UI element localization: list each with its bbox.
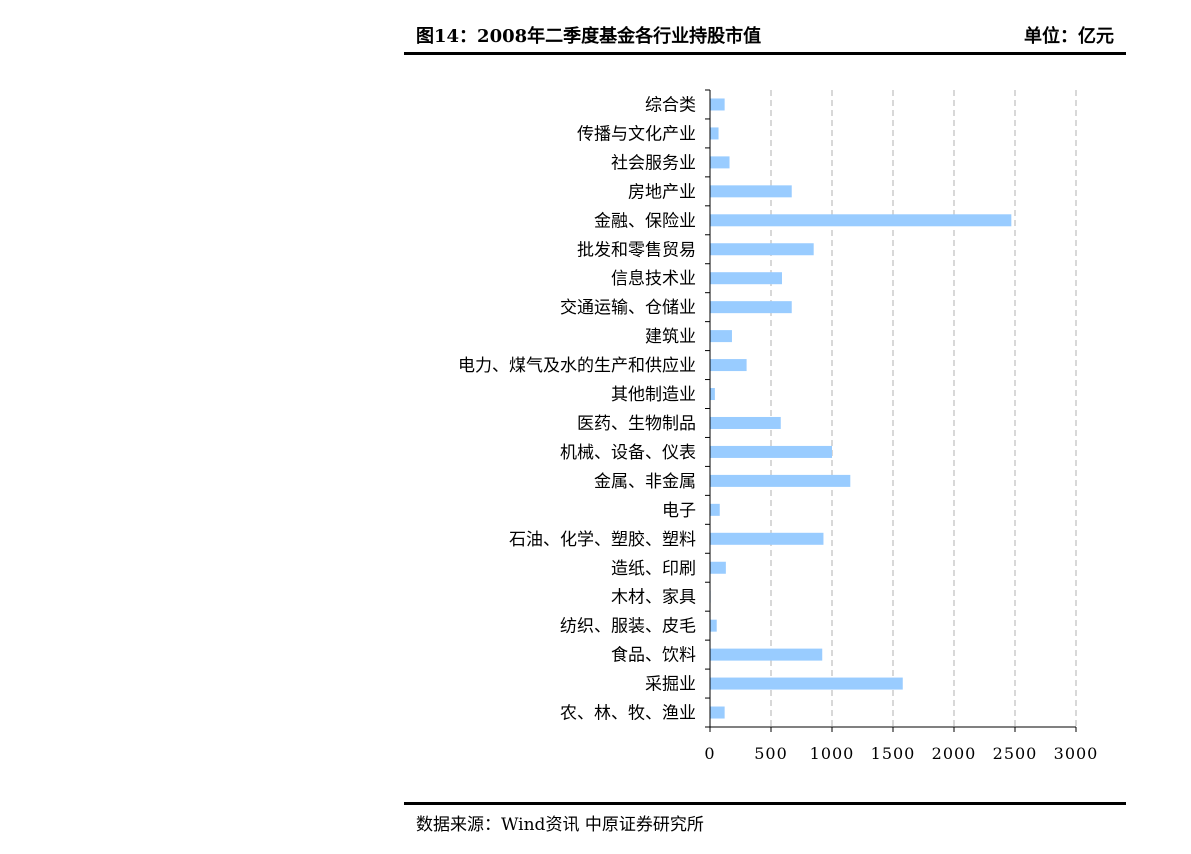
- bar: [710, 503, 720, 516]
- category-label: 农、林、牧、渔业: [560, 704, 696, 724]
- bar: [710, 243, 814, 256]
- category-label: 石油、化学、塑胶、塑料: [509, 530, 696, 550]
- category-label: 建筑业: [645, 327, 696, 347]
- category-label: 造纸、印刷: [611, 559, 696, 579]
- top-rule: [404, 52, 1126, 55]
- category-label: 金属、非金属: [594, 472, 696, 492]
- x-tick-label: 2000: [932, 744, 977, 763]
- chart-header: 图14：2008年二季度基金各行业持股市值 单位：亿元: [404, 18, 1126, 52]
- x-tick-label: 0: [704, 744, 715, 763]
- bar: [710, 474, 851, 487]
- category-label: 食品、饮料: [611, 646, 696, 666]
- chart-title: 图14：2008年二季度基金各行业持股市值: [416, 26, 762, 47]
- bar: [710, 272, 782, 285]
- bar: [710, 359, 747, 372]
- category-label: 信息技术业: [611, 269, 696, 289]
- bar: [710, 619, 717, 632]
- bottom-rule: [404, 802, 1126, 805]
- category-label: 交通运输、仓储业: [560, 298, 696, 318]
- category-label: 房地产业: [628, 182, 696, 202]
- bar: [710, 532, 824, 545]
- category-label: 批发和零售贸易: [577, 240, 696, 260]
- unit-label: 单位：亿元: [1024, 26, 1114, 47]
- category-label: 社会服务业: [611, 153, 696, 173]
- bar: [710, 561, 726, 574]
- bar: [710, 127, 719, 140]
- bar: [710, 214, 1012, 227]
- category-label: 采掘业: [645, 675, 696, 695]
- bar: [710, 330, 732, 343]
- category-label: 木材、家具: [611, 588, 696, 608]
- category-label: 机械、设备、仪表: [560, 443, 696, 463]
- x-tick-label: 2500: [993, 744, 1038, 763]
- category-label: 金融、保险业: [594, 211, 696, 231]
- category-label: 电力、煤气及水的生产和供应业: [458, 356, 696, 376]
- bar: [710, 677, 903, 690]
- x-tick-label: 3000: [1054, 744, 1099, 763]
- bar: [710, 185, 792, 198]
- bar: [710, 706, 725, 719]
- bar: [710, 648, 823, 661]
- bar: [710, 416, 781, 429]
- x-tick-label: 1500: [871, 744, 916, 763]
- category-label: 医药、生物制品: [577, 414, 696, 434]
- category-label: 电子: [662, 501, 696, 521]
- bar: [710, 156, 730, 169]
- bar: [710, 98, 725, 111]
- source-note: 数据来源：Wind资讯 中原证券研究所: [416, 815, 704, 835]
- category-label: 纺织、服装、皮毛: [560, 617, 696, 637]
- category-label: 传播与文化产业: [577, 124, 696, 144]
- bar: [710, 445, 832, 458]
- x-tick-label: 500: [754, 744, 788, 763]
- category-label: 综合类: [645, 95, 696, 115]
- category-label: 其他制造业: [611, 385, 696, 405]
- bar: [710, 388, 715, 401]
- x-tick-label: 1000: [810, 744, 855, 763]
- bar: [710, 301, 792, 314]
